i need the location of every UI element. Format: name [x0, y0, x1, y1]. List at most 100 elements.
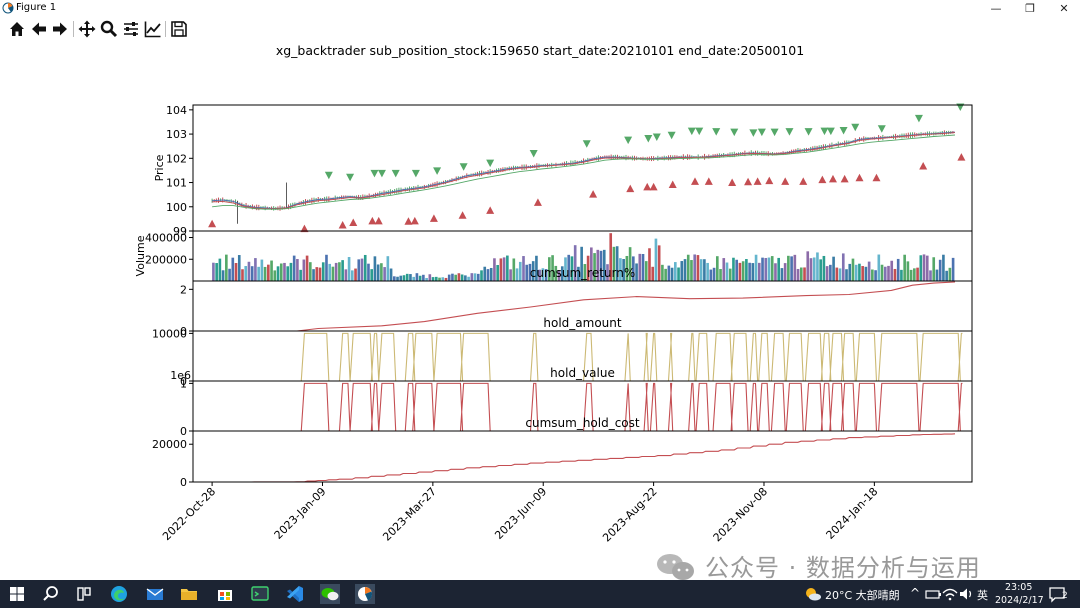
forward-arrow-icon[interactable] — [50, 19, 70, 39]
sell-marker — [667, 131, 676, 140]
task-view-icon[interactable] — [73, 583, 95, 605]
volume-bar — [470, 273, 474, 281]
home-icon[interactable] — [7, 19, 27, 39]
volume-bar — [577, 266, 580, 281]
sell-marker — [486, 159, 495, 168]
cost-ytick-label: 20000 — [152, 438, 187, 451]
volume-bar — [945, 270, 948, 281]
buy-marker — [840, 174, 849, 183]
weather-sun-cloud-icon[interactable] — [802, 583, 824, 605]
volume-bar — [609, 233, 613, 281]
volume-bar — [237, 255, 241, 281]
chevron-up-icon[interactable]: ^ — [910, 586, 921, 600]
mail-icon[interactable] — [144, 583, 166, 605]
watermark-text: 公众号 · 数据分析与运用 — [705, 554, 981, 582]
buy-marker — [404, 217, 413, 225]
volume-bar — [564, 257, 567, 281]
sell-marker — [730, 128, 739, 137]
search-icon[interactable] — [40, 583, 62, 605]
volume-bar — [858, 263, 861, 281]
wifi-icon[interactable] — [939, 583, 961, 605]
close-button[interactable]: ✕ — [1059, 2, 1069, 15]
volume-bar — [896, 258, 900, 281]
volume-bar — [861, 266, 864, 281]
vscode-icon[interactable] — [284, 583, 306, 605]
volume-bar — [780, 268, 784, 281]
volume-bar — [935, 269, 939, 281]
volume-bar — [874, 270, 877, 281]
volume-bar — [302, 259, 306, 281]
cost-ytick-label: 0 — [180, 476, 187, 489]
volume-bar — [554, 265, 558, 281]
clock-date[interactable]: 2024/2/17 — [995, 595, 1044, 606]
zoom-magnifier-icon[interactable] — [99, 19, 119, 39]
volume-bar — [900, 269, 903, 281]
input-method-indicator[interactable]: 英 — [977, 589, 988, 602]
volume-bar — [913, 268, 916, 281]
volume-bar — [467, 276, 470, 281]
buy-marker — [649, 182, 658, 191]
volume-bar — [409, 274, 412, 281]
wechat-taskbar-icon[interactable] — [319, 583, 341, 605]
minimize-button[interactable]: — — [990, 2, 1002, 15]
battery-icon[interactable] — [922, 583, 944, 605]
window-titlebar: Figure 1 — ❐ ✕ — [0, 0, 1080, 17]
sell-marker — [582, 140, 591, 148]
volume-bar — [263, 266, 267, 281]
buy-marker — [338, 220, 347, 229]
volume-bar — [825, 266, 829, 281]
weather-text[interactable]: 20°C 大部晴朗 — [825, 589, 900, 602]
volume-bar — [328, 263, 332, 281]
volume-bar — [703, 259, 706, 281]
buy-marker — [626, 184, 635, 193]
volume-bar — [929, 270, 932, 281]
volume-bar — [383, 267, 386, 281]
terminal-app-icon[interactable] — [249, 583, 271, 605]
volume-bar — [247, 261, 251, 281]
volume-bar — [887, 265, 890, 281]
notification-icon[interactable] — [1046, 583, 1068, 605]
store-icon[interactable] — [214, 583, 236, 605]
volume-bar — [212, 262, 215, 281]
volume-bar — [370, 269, 374, 281]
volume-bar — [276, 266, 280, 281]
volume-bar — [580, 246, 583, 281]
backtest-figure[interactable]: 99100101102103104Price200000400000Volume… — [0, 60, 1080, 580]
volume-bar — [829, 264, 832, 281]
volume-bar — [318, 267, 322, 281]
volume-bar — [583, 264, 587, 281]
price-ytick-label: 99 — [173, 225, 187, 238]
sell-marker — [785, 128, 794, 136]
buy-marker — [855, 173, 864, 182]
sell-marker — [652, 133, 661, 141]
volume-bar — [625, 255, 629, 281]
volume-bar — [951, 257, 955, 281]
clock-time[interactable]: 23:05 — [1005, 582, 1033, 593]
volume-bar — [916, 267, 919, 281]
file-explorer-icon[interactable] — [178, 583, 200, 605]
buy-marker — [957, 153, 966, 161]
edge-browser-icon[interactable] — [108, 583, 130, 605]
volume-bar — [444, 277, 448, 281]
edit-axes-icon[interactable] — [143, 19, 163, 39]
pan-move-icon[interactable] — [77, 19, 97, 39]
restore-button[interactable]: ❐ — [1025, 2, 1035, 15]
subplots-config-icon[interactable] — [121, 19, 141, 39]
python-figure-app-icon[interactable] — [354, 583, 376, 605]
volume-bar — [512, 258, 516, 281]
back-arrow-icon[interactable] — [29, 19, 49, 39]
volume-speaker-icon[interactable] — [956, 583, 978, 605]
volume-bar — [635, 263, 638, 281]
buy-marker — [668, 180, 677, 188]
volume-bar — [648, 248, 651, 281]
volume-bar — [632, 256, 635, 281]
sell-marker — [624, 136, 633, 145]
volume-bar — [644, 261, 648, 281]
windows-start-icon[interactable] — [6, 583, 28, 605]
volume-bar — [638, 253, 642, 281]
save-floppy-icon[interactable] — [169, 19, 189, 39]
volume-bar — [509, 269, 512, 281]
volume-bar — [903, 254, 906, 281]
sell-marker — [757, 128, 766, 137]
sell-marker — [695, 127, 704, 136]
